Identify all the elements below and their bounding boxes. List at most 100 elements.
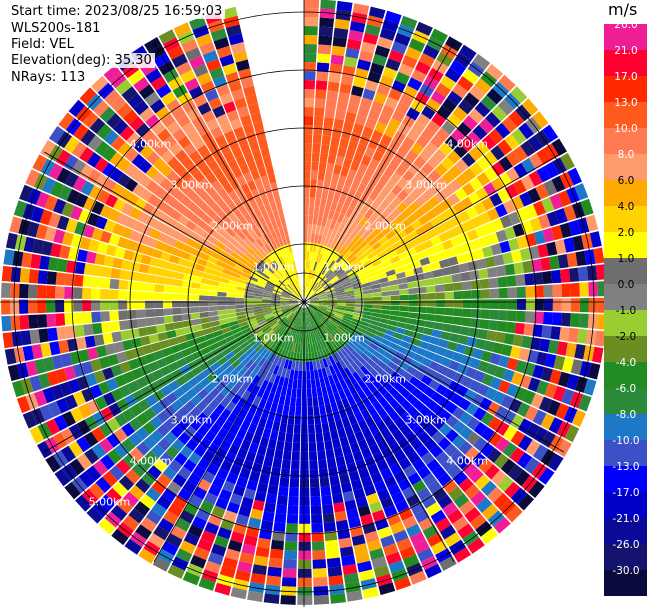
range-gate <box>424 141 439 155</box>
range-gate <box>309 451 318 461</box>
range-gate <box>346 269 357 277</box>
range-gate <box>336 400 345 411</box>
range-gate <box>533 230 546 245</box>
range-gate <box>381 104 395 118</box>
colorbar-swatch <box>604 388 647 415</box>
range-gate <box>236 282 247 288</box>
range-gate <box>332 211 340 222</box>
range-gate <box>402 444 415 457</box>
range-gate <box>199 306 209 313</box>
range-gate <box>205 172 218 185</box>
range-gate <box>294 269 299 279</box>
range-gate <box>64 286 74 299</box>
range-gate <box>364 79 379 92</box>
range-gate <box>105 193 118 208</box>
range-gate <box>425 278 435 286</box>
range-gate <box>217 310 227 316</box>
range-gate <box>355 249 365 259</box>
range-gate <box>335 289 345 295</box>
range-gate <box>310 302 319 304</box>
range-ring-label: 4.00km <box>446 454 488 467</box>
range-gate <box>145 300 155 309</box>
range-gate <box>116 212 129 226</box>
range-gate <box>264 203 273 214</box>
range-gate <box>1 299 11 315</box>
range-gate <box>588 362 601 380</box>
range-gate <box>336 292 346 296</box>
range-gate <box>258 473 270 485</box>
range-gate <box>459 411 473 426</box>
range-gate <box>402 515 418 530</box>
range-gate <box>322 316 331 324</box>
range-gate <box>213 37 230 50</box>
range-gate <box>453 244 465 256</box>
range-gate <box>229 424 240 436</box>
range-gate <box>265 341 274 351</box>
range-gate <box>311 523 324 533</box>
range-gate <box>346 462 358 474</box>
range-gate <box>319 405 326 415</box>
range-gate <box>176 114 191 128</box>
range-gate <box>182 99 197 114</box>
range-gate <box>263 309 273 313</box>
range-gate <box>173 321 184 330</box>
range-gate <box>373 300 382 305</box>
range-gate <box>84 415 99 431</box>
range-gate <box>341 279 351 286</box>
range-gate <box>336 294 346 298</box>
range-gate <box>360 578 377 591</box>
range-gate <box>296 288 302 297</box>
range-gate <box>60 445 76 463</box>
range-gate <box>289 302 299 306</box>
range-gate <box>430 216 442 228</box>
range-gate <box>268 557 283 569</box>
range-gate <box>462 299 472 309</box>
range-gate <box>318 296 328 300</box>
range-gate <box>264 267 273 276</box>
range-gate <box>238 256 248 265</box>
range-gate <box>435 451 450 465</box>
range-gate <box>334 329 343 338</box>
range-gate <box>387 159 400 172</box>
range-gate <box>369 501 383 514</box>
range-gate <box>217 427 229 440</box>
range-gate <box>270 275 279 283</box>
range-gate <box>127 300 137 310</box>
range-gate <box>417 286 427 294</box>
range-gate <box>151 480 167 495</box>
range-gate <box>547 339 559 354</box>
range-gate <box>127 309 137 320</box>
range-gate <box>312 568 327 578</box>
range-gate <box>437 437 452 451</box>
range-gate <box>308 292 317 299</box>
range-gate <box>323 376 331 387</box>
range-gate <box>342 357 351 367</box>
range-gate <box>274 449 284 460</box>
range-gate <box>421 494 437 509</box>
range-gate <box>186 163 200 176</box>
range-gate <box>329 322 338 330</box>
range-gate <box>212 476 225 489</box>
range-gate <box>223 510 238 523</box>
range-gate <box>239 324 250 331</box>
range-gate <box>272 323 281 332</box>
colorbar-swatch <box>604 362 647 389</box>
range-gate <box>306 288 312 297</box>
range-gate <box>153 458 168 473</box>
range-gate <box>370 472 383 484</box>
range-gate <box>216 84 231 97</box>
range-gate <box>289 369 295 380</box>
range-gate <box>332 281 342 288</box>
range-gate <box>308 305 317 312</box>
range-gate <box>155 83 172 99</box>
range-gate <box>449 264 461 275</box>
range-gate <box>427 343 438 353</box>
range-gate <box>147 325 158 335</box>
range-gate <box>124 147 139 163</box>
range-gate <box>250 112 262 124</box>
range-gate <box>191 318 202 326</box>
range-gate <box>372 150 384 163</box>
range-gate <box>309 303 319 307</box>
range-gate <box>282 254 288 265</box>
range-gate <box>258 335 268 344</box>
